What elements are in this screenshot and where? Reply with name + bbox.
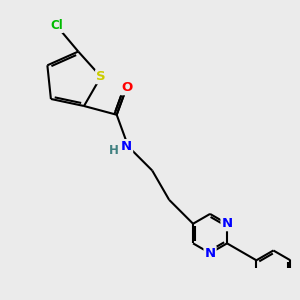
- Text: O: O: [121, 81, 132, 94]
- Text: Cl: Cl: [50, 19, 63, 32]
- Text: S: S: [96, 70, 106, 83]
- Text: N: N: [221, 217, 233, 230]
- Text: N: N: [121, 140, 132, 153]
- Text: N: N: [205, 247, 216, 260]
- Text: H: H: [109, 144, 119, 157]
